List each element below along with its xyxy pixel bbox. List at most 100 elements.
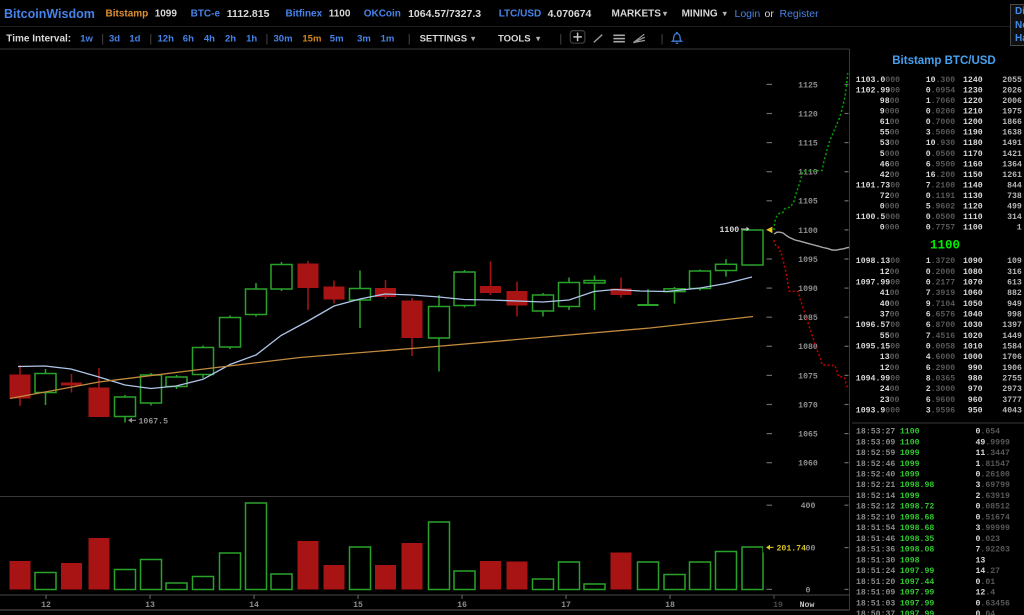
- svg-text:16: 16: [457, 601, 467, 610]
- svg-text:4100: 4100: [880, 289, 900, 298]
- svg-text:5500: 5500: [880, 332, 900, 341]
- svg-text:1099: 1099: [900, 449, 920, 458]
- svg-text:109: 109: [1007, 257, 1022, 266]
- svg-text:9.7104: 9.7104: [926, 300, 956, 309]
- svg-text:1099: 1099: [900, 492, 920, 501]
- svg-text:18:52:40: 18:52:40: [856, 471, 895, 480]
- svg-text:1050: 1050: [963, 300, 983, 309]
- svg-text:1110: 1110: [798, 169, 818, 178]
- svg-text:0.054: 0.054: [976, 428, 1001, 437]
- svg-text:1098.98: 1098.98: [900, 481, 934, 490]
- svg-text:2973: 2973: [1002, 385, 1022, 394]
- svg-text:18:53:09: 18:53:09: [856, 438, 895, 447]
- svg-text:1040: 1040: [963, 311, 983, 320]
- svg-text:1010: 1010: [963, 343, 983, 352]
- svg-text:18:52:10: 18:52:10: [856, 513, 895, 522]
- svg-text:1097.99: 1097.99: [900, 599, 934, 608]
- svg-text:0.08512: 0.08512: [976, 503, 1010, 512]
- svg-text:6.9600: 6.9600: [926, 396, 956, 405]
- svg-text:15: 15: [353, 601, 363, 610]
- svg-text:18:51:03: 18:51:03: [856, 599, 895, 608]
- svg-text:1099: 1099: [900, 471, 920, 480]
- svg-text:0.2000: 0.2000: [926, 268, 956, 277]
- svg-text:1240: 1240: [963, 76, 983, 85]
- svg-text:1261: 1261: [1002, 171, 1022, 180]
- svg-text:1080: 1080: [798, 343, 818, 352]
- svg-text:2026: 2026: [1002, 87, 1022, 96]
- svg-text:2.63919: 2.63919: [976, 492, 1010, 501]
- svg-text:1097.99: 1097.99: [900, 610, 934, 615]
- svg-text:1364: 1364: [1002, 160, 1022, 169]
- svg-text:12.4: 12.4: [976, 589, 996, 598]
- svg-text:9000: 9000: [880, 108, 900, 117]
- svg-text:1098.08: 1098.08: [900, 546, 934, 555]
- svg-text:16.200: 16.200: [926, 171, 956, 180]
- svg-text:1160: 1160: [963, 160, 983, 169]
- svg-text:0.63456: 0.63456: [976, 599, 1010, 608]
- svg-text:5500: 5500: [880, 129, 900, 138]
- svg-text:1200: 1200: [880, 364, 900, 373]
- svg-text:1975: 1975: [1002, 108, 1022, 117]
- svg-text:844: 844: [1007, 181, 1022, 190]
- svg-text:1170: 1170: [963, 150, 983, 159]
- svg-text:4.6000: 4.6000: [926, 353, 956, 362]
- svg-text:2300: 2300: [880, 396, 900, 405]
- svg-text:1098.35: 1098.35: [900, 535, 934, 544]
- svg-text:970: 970: [968, 385, 983, 394]
- svg-text:0.2177: 0.2177: [926, 279, 956, 288]
- svg-text:1101.7300: 1101.7300: [856, 181, 900, 190]
- svg-text:18:52:12: 18:52:12: [856, 503, 895, 512]
- svg-text:1397: 1397: [1002, 321, 1022, 330]
- svg-text:1098.72: 1098.72: [900, 503, 934, 512]
- svg-text:3.99999: 3.99999: [976, 524, 1010, 533]
- svg-text:1: 1: [1017, 224, 1022, 233]
- svg-text:1210: 1210: [963, 108, 983, 117]
- svg-text:6100: 6100: [880, 118, 900, 127]
- svg-text:1095: 1095: [798, 256, 818, 265]
- svg-text:1100: 1100: [930, 238, 960, 252]
- svg-text:1000: 1000: [963, 353, 983, 362]
- svg-text:18:52:21: 18:52:21: [856, 481, 895, 490]
- svg-text:1220: 1220: [963, 97, 983, 106]
- svg-text:1070: 1070: [798, 401, 818, 410]
- svg-text:499: 499: [1007, 203, 1022, 212]
- svg-text:950: 950: [968, 407, 983, 416]
- svg-text:1030: 1030: [963, 321, 983, 330]
- svg-text:1085: 1085: [798, 314, 818, 323]
- svg-text:1200: 1200: [963, 118, 983, 127]
- svg-text:1.3720: 1.3720: [926, 257, 956, 266]
- svg-text:1105: 1105: [798, 198, 818, 207]
- svg-text:Now: Now: [800, 601, 815, 610]
- svg-text:1866: 1866: [1002, 118, 1022, 127]
- svg-text:7.92203: 7.92203: [976, 546, 1010, 555]
- svg-text:13: 13: [976, 556, 986, 565]
- svg-text:1060: 1060: [963, 289, 983, 298]
- svg-text:0.0500: 0.0500: [926, 213, 956, 222]
- svg-text:18:51:20: 18:51:20: [856, 578, 895, 587]
- svg-text:1096.5700: 1096.5700: [856, 321, 900, 330]
- svg-text:0.0058: 0.0058: [926, 343, 956, 352]
- svg-text:0.26100: 0.26100: [976, 471, 1010, 480]
- svg-text:1706: 1706: [1002, 353, 1022, 362]
- svg-text:49.9999: 49.9999: [976, 438, 1010, 447]
- svg-text:5.9602: 5.9602: [926, 203, 956, 212]
- svg-text:4600: 4600: [880, 160, 900, 169]
- svg-text:1120: 1120: [798, 110, 818, 119]
- svg-text:1067.5: 1067.5: [139, 418, 169, 427]
- svg-text:6.6576: 6.6576: [926, 311, 956, 320]
- svg-text:0.04: 0.04: [976, 610, 996, 615]
- svg-text:1098: 1098: [900, 556, 920, 565]
- svg-text:18: 18: [665, 601, 675, 610]
- svg-text:4043: 4043: [1002, 407, 1022, 416]
- svg-text:1065: 1065: [798, 431, 818, 440]
- svg-text:4000: 4000: [880, 300, 900, 309]
- svg-text:0.7000: 0.7000: [926, 118, 956, 127]
- svg-text:18:52:59: 18:52:59: [856, 449, 895, 458]
- svg-text:980: 980: [968, 375, 983, 384]
- svg-text:4200: 4200: [880, 171, 900, 180]
- svg-text:201.74: 201.74: [777, 545, 807, 554]
- svg-text:1.7060: 1.7060: [926, 97, 956, 106]
- svg-text:882: 882: [1007, 289, 1022, 298]
- svg-text:2006: 2006: [1002, 97, 1022, 106]
- svg-text:3.5000: 3.5000: [926, 129, 956, 138]
